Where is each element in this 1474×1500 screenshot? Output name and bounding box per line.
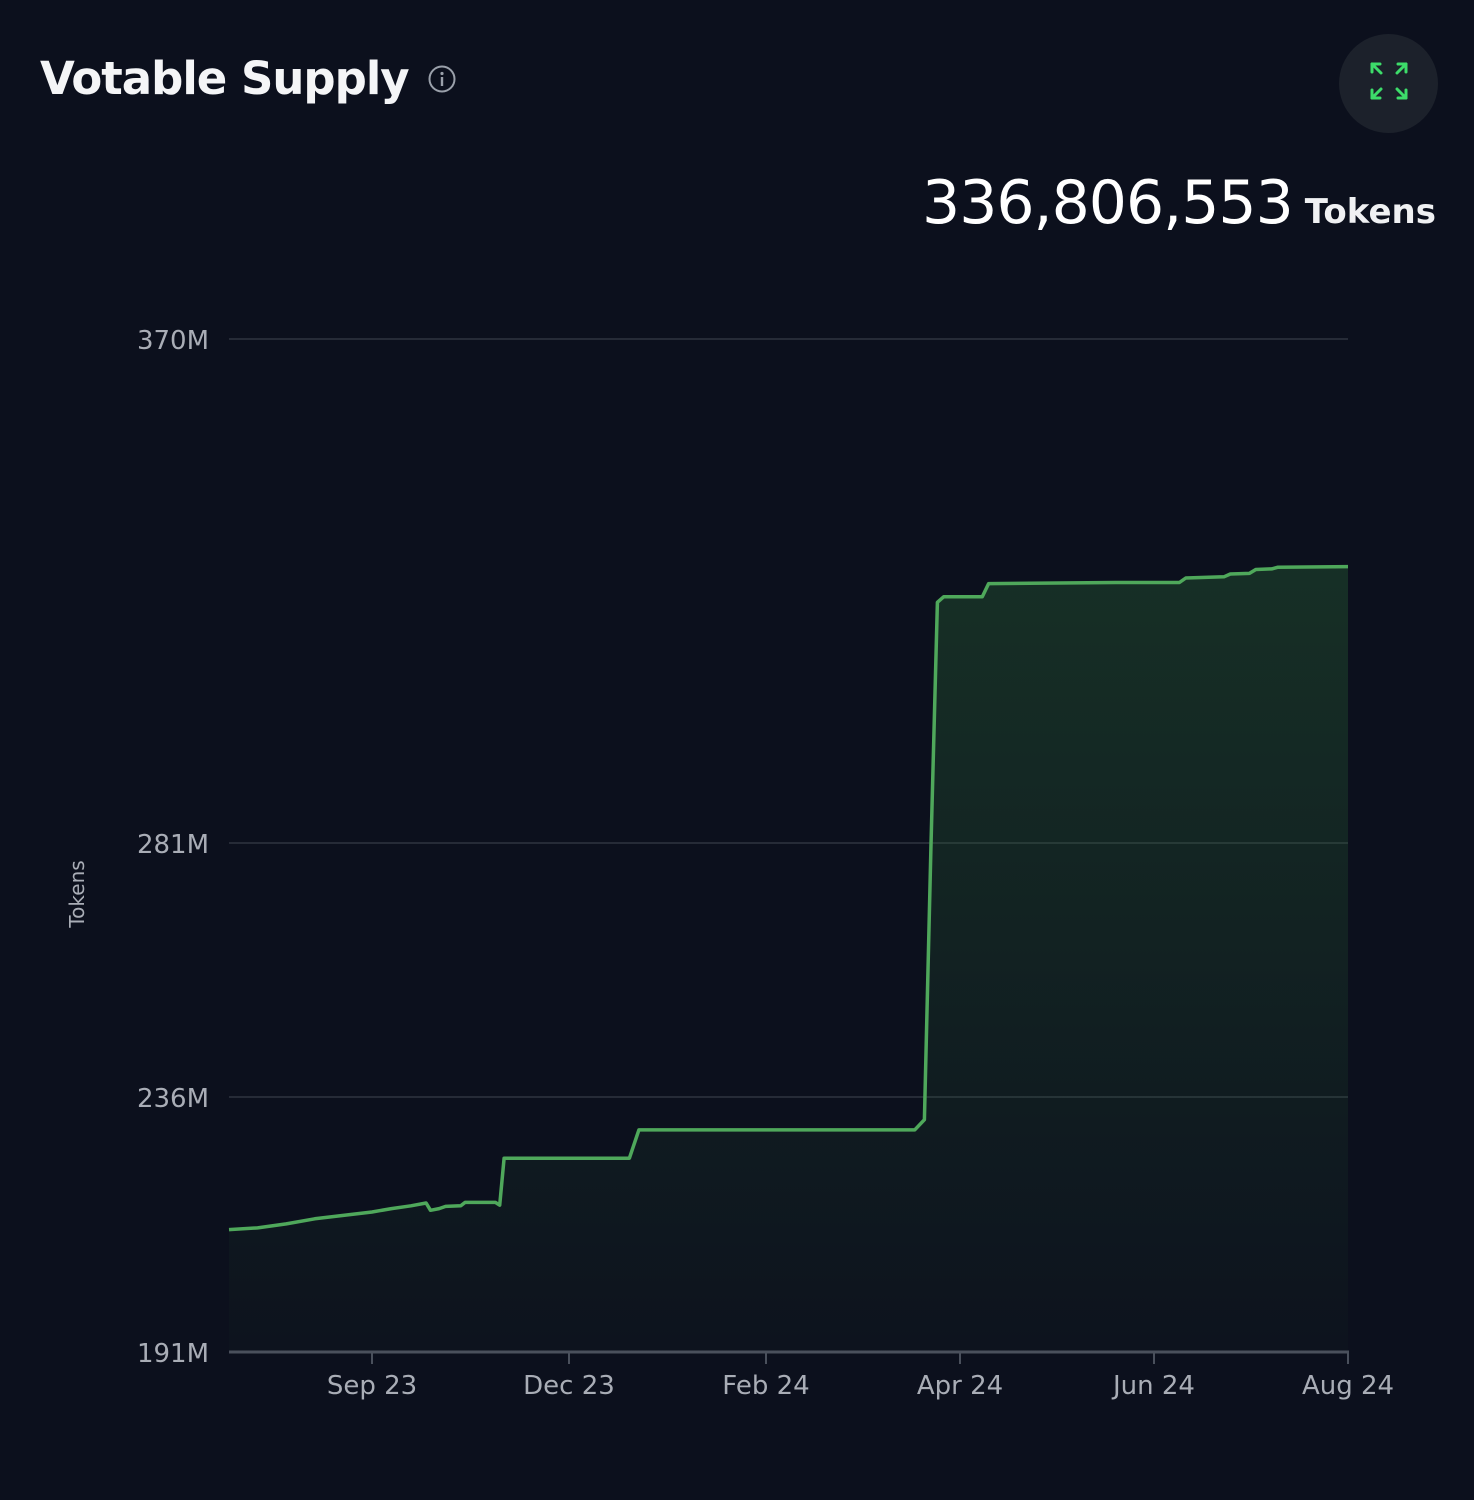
x-tick-label: Dec 23	[523, 1371, 615, 1401]
current-supply-value: 336,806,553	[922, 168, 1294, 238]
info-circle-icon[interactable]	[427, 64, 457, 94]
expand-arrows-icon	[1369, 61, 1409, 106]
y-tick-label: 281M	[137, 830, 209, 860]
x-tick-label: Jun 24	[1111, 1371, 1195, 1401]
series-area	[229, 566, 1348, 1352]
current-supply-unit: Tokens	[1304, 192, 1436, 232]
x-axis-ticks: Sep 23 Dec 23 Feb 24 Apr 24 Jun 24 Aug 24	[327, 1352, 1394, 1401]
y-tick-label: 191M	[137, 1339, 209, 1369]
y-tick-label: 370M	[137, 326, 209, 356]
expand-button[interactable]	[1339, 34, 1438, 133]
series-line	[228, 564, 1349, 1232]
title-row: Votable Supply	[40, 52, 457, 105]
y-axis-title: Tokens	[65, 860, 89, 928]
x-tick-label: Sep 23	[327, 1371, 417, 1401]
x-tick-label: Aug 24	[1302, 1371, 1394, 1401]
chart-title: Votable Supply	[40, 52, 410, 105]
x-tick-label: Feb 24	[722, 1371, 809, 1401]
y-tick-label: 236M	[137, 1084, 209, 1114]
x-tick-label: Apr 24	[917, 1371, 1003, 1401]
y-axis-ticks: 191M 236M 281M 370M	[137, 326, 209, 1369]
current-value-row: 336,806,553 Tokens	[922, 168, 1436, 238]
